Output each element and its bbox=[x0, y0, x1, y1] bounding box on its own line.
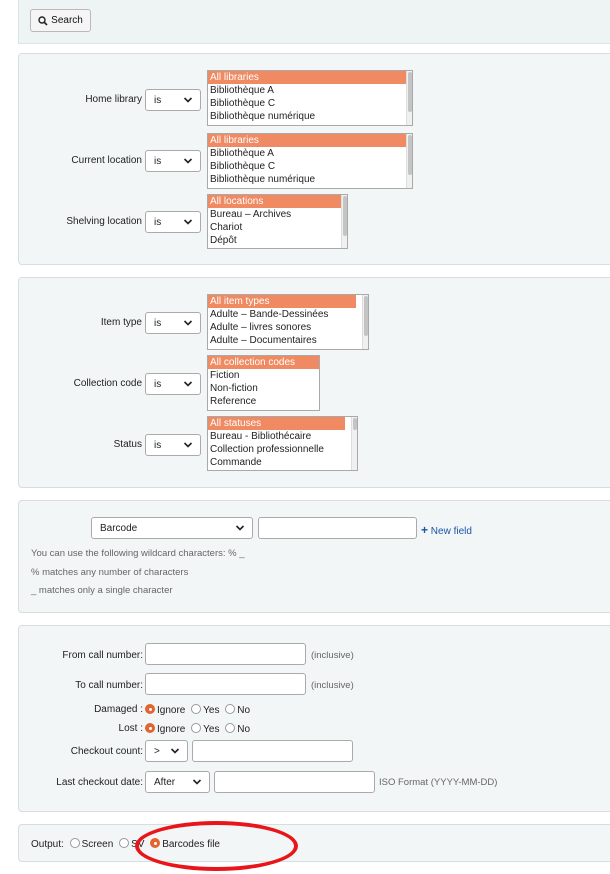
search-button[interactable]: Search bbox=[30, 9, 91, 32]
checkout-count-label: Checkout count: bbox=[70, 746, 143, 757]
chevron-down-icon bbox=[170, 748, 180, 754]
listbox-option[interactable]: Bibliothèque A bbox=[210, 85, 274, 96]
chevron-down-icon bbox=[183, 219, 193, 225]
listbox-option[interactable]: Bibliothèque numérique bbox=[210, 111, 316, 122]
to-callnumber-label: To call number: bbox=[75, 680, 143, 691]
new-field-link[interactable]: + New field bbox=[421, 523, 472, 537]
to-callnumber-input[interactable] bbox=[145, 673, 306, 695]
wildcard-hint: You can use the following wildcard chara… bbox=[31, 548, 245, 559]
listbox-option[interactable]: All libraries bbox=[208, 71, 412, 84]
listbox-scrollbar[interactable] bbox=[351, 417, 357, 470]
damaged-label: Damaged : bbox=[94, 704, 143, 715]
lost-no-radio[interactable] bbox=[225, 723, 236, 733]
listbox-scrollbar[interactable] bbox=[362, 295, 368, 349]
listbox-option[interactable]: Dépôt bbox=[210, 235, 237, 246]
listbox-option[interactable]: Bibliothèque numérique bbox=[210, 174, 316, 185]
listbox-option[interactable]: All collection codes bbox=[208, 356, 319, 369]
damaged-yes-radio[interactable] bbox=[191, 704, 202, 714]
collection-code-operator[interactable]: is bbox=[145, 373, 201, 395]
search-button-label: Search bbox=[51, 15, 83, 26]
damaged-radio-group: Ignore Yes No bbox=[142, 704, 250, 716]
shelving-location-listbox[interactable]: All locations Bureau – Archives Chariot … bbox=[207, 194, 348, 249]
listbox-option[interactable]: Adulte – Documentaires bbox=[210, 335, 317, 346]
collection-code-label: Collection code bbox=[73, 378, 142, 389]
current-location-label: Current location bbox=[71, 155, 142, 166]
last-checkout-label: Last checkout date: bbox=[56, 777, 143, 788]
chevron-down-icon bbox=[183, 442, 193, 448]
search-toolbar: Search bbox=[18, 0, 610, 44]
lost-radio-group: Ignore Yes No bbox=[142, 723, 250, 735]
plus-icon: + bbox=[421, 523, 429, 537]
listbox-option[interactable]: All item types bbox=[208, 295, 356, 308]
listbox-option[interactable]: Bureau - Bibliothécaire bbox=[210, 431, 312, 442]
listbox-option[interactable]: Bibliothèque C bbox=[210, 161, 276, 172]
search-icon bbox=[38, 15, 48, 26]
listbox-option[interactable]: Collection professionnelle bbox=[210, 444, 324, 455]
item-type-listbox[interactable]: All item types Adulte – Bande-Dessinées … bbox=[207, 294, 369, 350]
shelving-location-operator[interactable]: is bbox=[145, 211, 201, 233]
listbox-scrollbar[interactable] bbox=[406, 71, 412, 125]
barcode-value-input[interactable] bbox=[258, 517, 417, 539]
checkout-count-input[interactable] bbox=[192, 740, 353, 762]
chevron-down-icon bbox=[183, 320, 193, 326]
chevron-down-icon bbox=[183, 381, 193, 387]
listbox-scrollbar[interactable] bbox=[406, 134, 412, 188]
listbox-option[interactable]: Adulte – livres sonores bbox=[210, 322, 312, 333]
listbox-option[interactable]: Adulte – Bande-Dessinées bbox=[210, 309, 329, 320]
listbox-option[interactable]: All statuses bbox=[208, 417, 345, 430]
listbox-option[interactable]: Fiction bbox=[210, 370, 240, 381]
status-listbox[interactable]: All statuses Bureau - Bibliothécaire Col… bbox=[207, 416, 358, 471]
collection-code-listbox[interactable]: All collection codes Fiction Non-fiction… bbox=[207, 355, 320, 411]
listbox-option[interactable]: All libraries bbox=[208, 134, 412, 147]
date-format-hint: ISO Format (YYYY-MM-DD) bbox=[379, 777, 498, 788]
output-csv-radio[interactable] bbox=[119, 838, 130, 848]
listbox-scrollbar[interactable] bbox=[341, 195, 347, 248]
highlight-annotation bbox=[135, 821, 298, 871]
chevron-down-icon bbox=[183, 158, 193, 164]
home-library-operator[interactable]: is bbox=[145, 89, 201, 111]
listbox-option[interactable]: Chariot bbox=[210, 222, 243, 233]
listbox-option[interactable]: Commande bbox=[210, 457, 262, 468]
listbox-option[interactable]: Bibliothèque A bbox=[210, 148, 274, 159]
checkout-count-operator[interactable]: > bbox=[145, 740, 188, 762]
listbox-option[interactable]: All locations bbox=[208, 195, 347, 208]
current-location-listbox[interactable]: All libraries Bibliothèque A Bibliothèqu… bbox=[207, 133, 413, 189]
listbox-option[interactable]: Reference bbox=[210, 396, 257, 407]
home-library-label: Home library bbox=[85, 94, 142, 105]
shelving-location-label: Shelving location bbox=[66, 216, 142, 227]
chevron-down-icon bbox=[235, 525, 245, 531]
output-fieldset bbox=[18, 824, 610, 862]
status-operator[interactable]: is bbox=[145, 434, 201, 456]
output-screen-radio[interactable] bbox=[69, 838, 80, 848]
output-label: Output: bbox=[31, 839, 64, 850]
from-inclusive-note: (inclusive) bbox=[311, 650, 354, 661]
listbox-option[interactable]: Bureau – Archives bbox=[210, 209, 292, 220]
item-type-operator[interactable]: is bbox=[145, 312, 201, 334]
home-library-listbox[interactable]: All libraries Bibliothèque A Bibliothèqu… bbox=[207, 70, 413, 126]
listbox-option[interactable]: Non-fiction bbox=[210, 383, 258, 394]
lost-label: Lost : bbox=[118, 723, 143, 734]
last-checkout-operator[interactable]: After bbox=[145, 771, 210, 793]
wildcard-underscore-hint: _ matches only a single character bbox=[31, 585, 173, 596]
new-field-label: New field bbox=[430, 526, 472, 537]
to-inclusive-note: (inclusive) bbox=[311, 680, 354, 691]
from-callnumber-input[interactable] bbox=[145, 643, 306, 665]
damaged-ignore-radio[interactable] bbox=[145, 704, 155, 714]
lost-yes-radio[interactable] bbox=[191, 723, 202, 733]
listbox-option[interactable]: Bibliothèque C bbox=[210, 98, 276, 109]
field-select[interactable]: Barcode bbox=[91, 517, 253, 539]
damaged-no-radio[interactable] bbox=[225, 704, 236, 714]
last-checkout-date-input[interactable] bbox=[214, 771, 375, 793]
lost-ignore-radio[interactable] bbox=[145, 723, 155, 733]
status-label: Status bbox=[113, 439, 142, 450]
current-location-operator[interactable]: is bbox=[145, 150, 201, 172]
chevron-down-icon bbox=[183, 97, 193, 103]
item-type-label: Item type bbox=[100, 317, 142, 328]
wildcard-percent-hint: % matches any number of characters bbox=[31, 567, 189, 578]
from-callnumber-label: From call number: bbox=[62, 650, 143, 661]
chevron-down-icon bbox=[192, 779, 202, 785]
